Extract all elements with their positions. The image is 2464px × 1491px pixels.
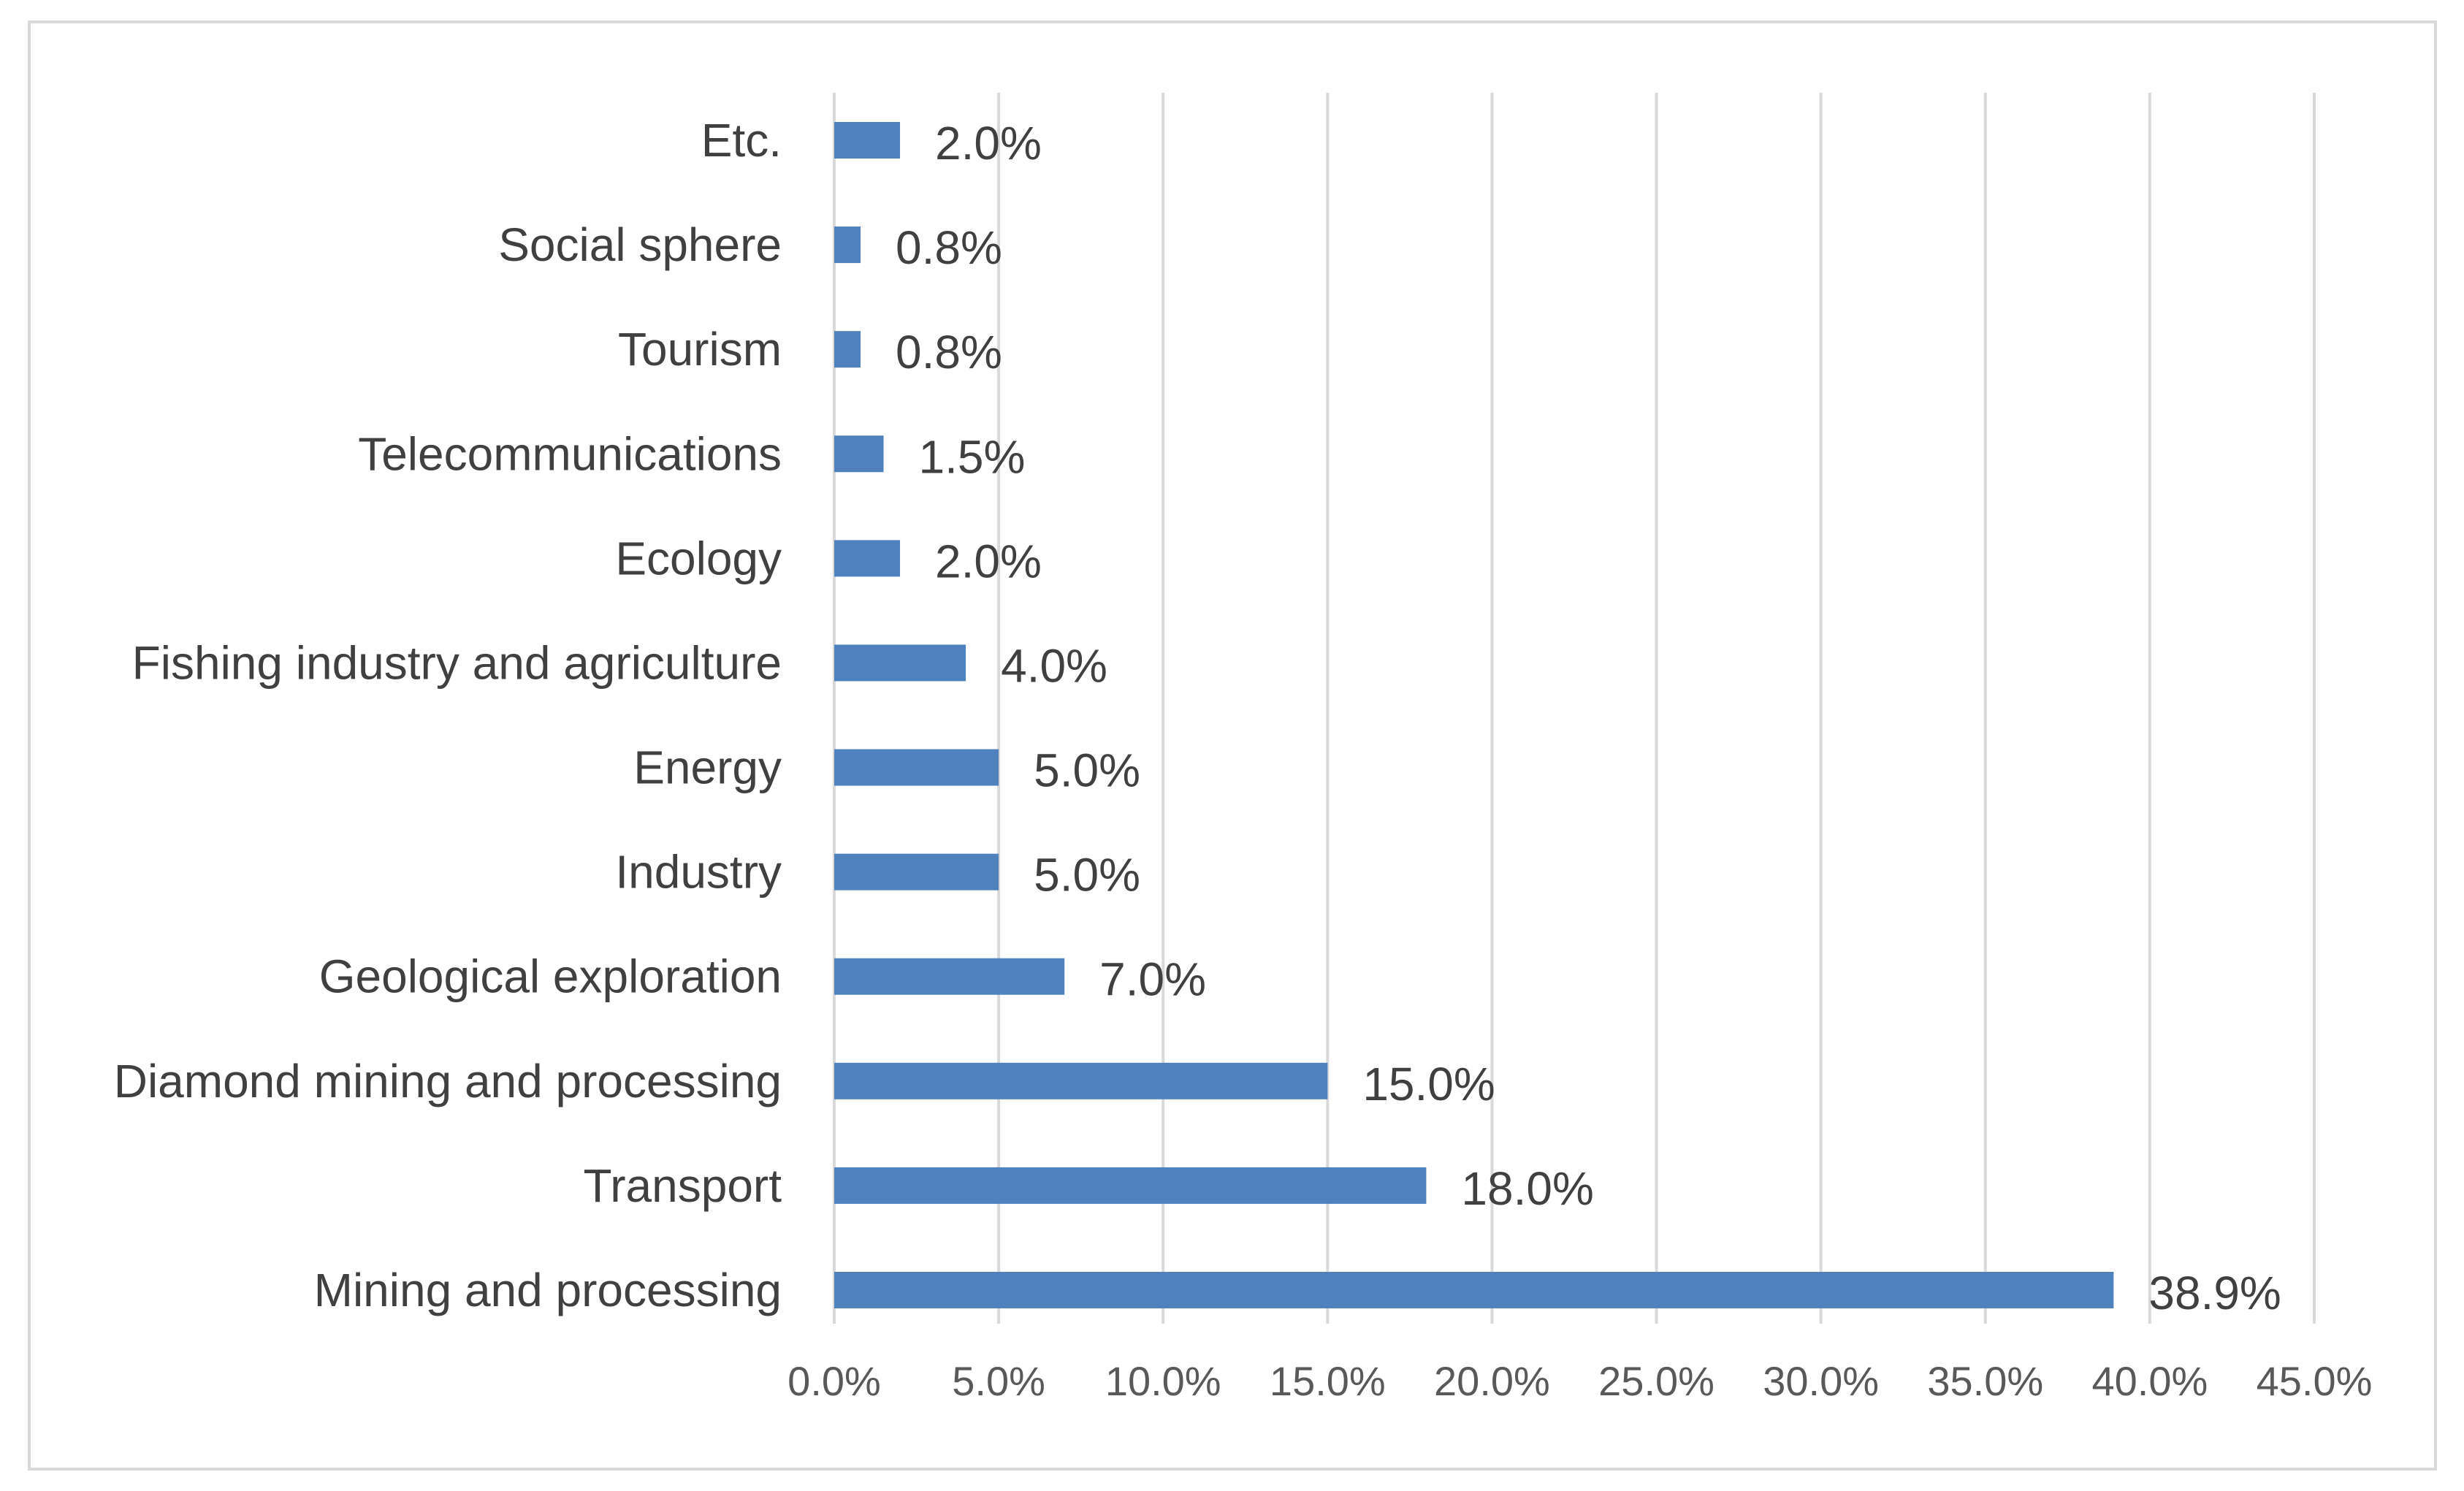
category-label: Industry [615, 846, 782, 899]
bars [834, 122, 2114, 1308]
bar [834, 1062, 1328, 1099]
data-label: 4.0% [1001, 639, 1107, 692]
data-label: 1.5% [919, 430, 1026, 483]
x-tick-label: 15.0% [1270, 1358, 1386, 1404]
data-label: 7.0% [1099, 953, 1206, 1006]
category-label: Fishing industry and agriculture [132, 636, 782, 689]
bar [834, 749, 999, 786]
category-labels: Mining and processing Transport Diamond mi… [114, 114, 782, 1316]
data-label: 15.0% [1362, 1058, 1495, 1110]
bar [834, 331, 861, 368]
data-label: 2.0% [935, 117, 1042, 169]
x-tick-label: 40.0% [2091, 1358, 2208, 1404]
grid-lines [833, 93, 2316, 1324]
bar [834, 540, 901, 577]
bar [834, 958, 1065, 995]
data-label: 38.9% [2148, 1267, 2281, 1319]
category-label: Telecommunications [358, 427, 782, 480]
category-label: Mining and processing [314, 1264, 782, 1316]
bar [834, 853, 999, 891]
x-tick-label: 45.0% [2257, 1358, 2373, 1404]
bar-chart: Mining and processing Transport Diamond mi… [114, 93, 2372, 1404]
x-tick-label: 35.0% [1927, 1358, 2043, 1404]
bar [834, 122, 901, 159]
x-tick-label: 20.0% [1434, 1358, 1550, 1404]
bar [834, 644, 966, 682]
bar [834, 226, 861, 264]
x-axis-tick-labels: 0.0% 5.0% 10.0% 15.0% 20.0% 25.0% 30.0% 35.0% 40… [787, 1358, 2372, 1404]
category-label: Energy [633, 741, 782, 794]
data-label: 2.0% [935, 535, 1042, 587]
data-label: 0.8% [896, 221, 1002, 274]
category-label: Social sphere [498, 218, 782, 271]
chart-frame: Mining and processing Transport Diamond mi… [28, 20, 2437, 1471]
category-label: Diamond mining and processing [114, 1055, 782, 1107]
category-label: Transport [584, 1159, 782, 1212]
category-label: Geological exploration [319, 950, 782, 1003]
x-tick-label: 0.0% [787, 1358, 881, 1404]
x-tick-label: 5.0% [952, 1358, 1045, 1404]
bar [834, 435, 884, 473]
bar [834, 1272, 2114, 1308]
data-label: 18.0% [1461, 1162, 1593, 1215]
value-labels: 38.9% 18.0% 15.0% 7.0% 5.0% 5.0% 4.0% 2.0% 1.5% 0… [896, 117, 2281, 1319]
category-label: Ecology [615, 532, 782, 584]
category-label: Etc. [701, 114, 782, 167]
bar [834, 1167, 1427, 1204]
x-tick-label: 30.0% [1763, 1358, 1879, 1404]
x-tick-label: 25.0% [1598, 1358, 1714, 1404]
data-label: 5.0% [1034, 849, 1140, 901]
data-label: 5.0% [1034, 744, 1140, 797]
category-label: Tourism [618, 323, 782, 375]
x-tick-label: 10.0% [1105, 1358, 1221, 1404]
data-label: 0.8% [896, 326, 1002, 378]
